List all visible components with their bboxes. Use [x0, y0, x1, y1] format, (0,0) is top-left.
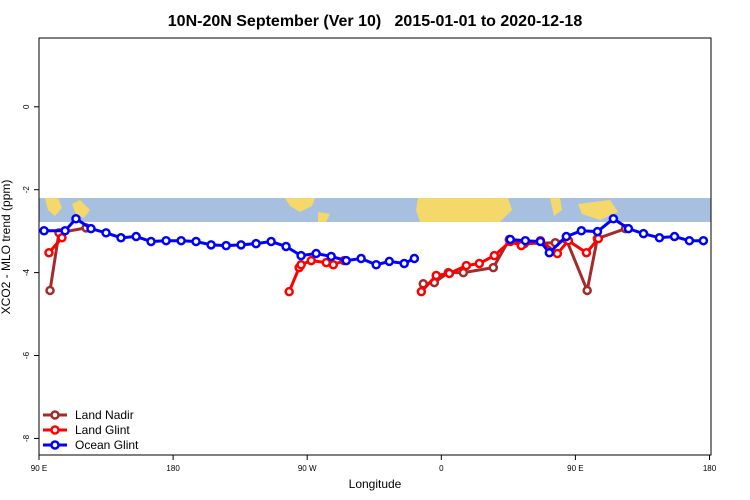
legend-label: Land Nadir: [75, 408, 134, 422]
x-tick-label: 90 E: [567, 464, 583, 473]
series-point: [176, 235, 186, 246]
y-axis-label: XCO2 - MLO trend (ppm): [0, 180, 13, 315]
chart-title: 10N-20N September (Ver 10) 2015-01-01 to…: [168, 13, 583, 30]
series-point: [44, 247, 54, 258]
x-axis-label: Longitude: [349, 477, 402, 491]
series-line: [48, 226, 87, 291]
series-point: [306, 255, 316, 266]
series-point: [356, 253, 366, 264]
series-point: [698, 235, 709, 246]
y-tick-label: -4: [22, 269, 31, 277]
series-point: [311, 248, 321, 259]
y-tick-label: -6: [22, 351, 31, 359]
series-point: [416, 286, 427, 297]
legend-marker: [50, 440, 60, 450]
series-point: [206, 240, 216, 250]
series-point: [384, 256, 395, 267]
series-point: [86, 223, 96, 234]
x-tick-label: 90 W: [298, 464, 317, 473]
series-point: [71, 213, 81, 224]
series-point: [328, 259, 339, 270]
series-point: [520, 235, 531, 246]
series-point: [281, 241, 291, 252]
series-point: [221, 240, 231, 251]
series-point: [489, 250, 500, 261]
series-point: [296, 250, 306, 261]
y-tick-label: -8: [22, 434, 31, 442]
plot-frame: [38, 37, 712, 456]
x-tick-label: 0: [439, 464, 444, 473]
series-point: [341, 255, 351, 266]
series-point: [45, 285, 55, 296]
series-point: [444, 268, 455, 279]
series-point: [296, 259, 306, 270]
series-point: [266, 236, 276, 247]
legend-label: Ocean Glint: [75, 438, 139, 452]
series-point: [535, 236, 546, 247]
legend-marker: [50, 410, 60, 420]
series-point: [409, 253, 420, 264]
series-point: [669, 231, 680, 242]
series-point: [505, 234, 516, 245]
series-point: [371, 259, 381, 270]
legend-marker: [50, 425, 60, 435]
series-point: [116, 233, 126, 243]
x-tick-label: 180: [703, 464, 717, 473]
legend-label: Land Glint: [75, 423, 130, 437]
series-point: [326, 251, 336, 262]
series-point: [39, 225, 49, 236]
series-point: [474, 258, 485, 269]
series-point: [544, 247, 555, 258]
series-point: [60, 225, 70, 236]
y-tick-label: 0: [22, 104, 31, 109]
series-point: [131, 231, 141, 242]
x-tick-label: 180: [166, 464, 180, 473]
series-point: [191, 236, 201, 247]
series-point: [284, 286, 294, 297]
series-line: [420, 237, 600, 293]
series-point: [561, 231, 572, 242]
series-point: [461, 260, 472, 271]
series-point: [236, 240, 246, 250]
series-point: [552, 248, 563, 259]
x-tick-label: 90 E: [31, 464, 47, 473]
series-point: [654, 233, 665, 243]
series-point: [161, 235, 171, 246]
series-point: [576, 225, 587, 236]
series-point: [608, 213, 619, 224]
series-point: [623, 223, 634, 234]
series-point: [592, 226, 603, 237]
series-point: [488, 262, 499, 273]
series-point: [146, 236, 156, 247]
series-point: [582, 285, 592, 296]
series-point: [581, 247, 592, 258]
series-point: [101, 228, 111, 238]
series-point: [638, 228, 649, 239]
series-point: [684, 235, 695, 246]
map-strip: [39, 198, 711, 222]
y-tick-label: -2: [22, 186, 31, 194]
series-point: [431, 270, 441, 281]
series-point: [251, 238, 261, 249]
series-point: [399, 258, 409, 269]
